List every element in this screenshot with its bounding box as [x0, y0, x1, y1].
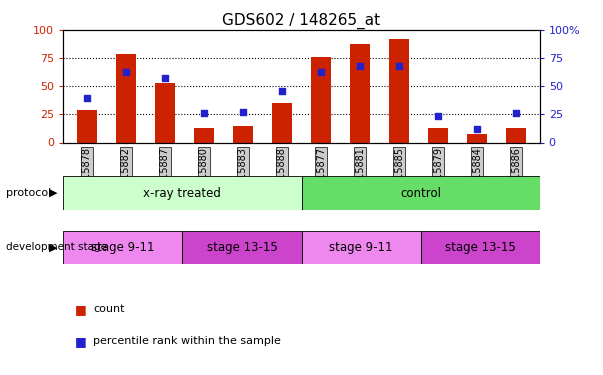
- Bar: [302, 176, 540, 210]
- Text: ■: ■: [75, 303, 87, 316]
- Point: [160, 75, 169, 81]
- Text: ▶: ▶: [49, 188, 57, 198]
- Point: [121, 69, 131, 75]
- Text: stage 13-15: stage 13-15: [445, 241, 516, 254]
- Text: ▶: ▶: [49, 243, 57, 252]
- Text: protocol: protocol: [6, 188, 51, 198]
- Point: [82, 94, 92, 100]
- Bar: [428, 128, 448, 142]
- Bar: [272, 103, 292, 142]
- Bar: [183, 231, 302, 264]
- Text: control: control: [400, 187, 441, 200]
- Text: stage 9-11: stage 9-11: [329, 241, 393, 254]
- Point: [394, 63, 404, 69]
- Bar: [77, 110, 96, 142]
- Bar: [390, 39, 409, 142]
- Point: [199, 110, 209, 116]
- Text: percentile rank within the sample: percentile rank within the sample: [93, 336, 282, 346]
- Bar: [155, 83, 175, 142]
- Text: development stage: development stage: [6, 243, 107, 252]
- Bar: [467, 134, 487, 142]
- Bar: [63, 231, 183, 264]
- Bar: [350, 44, 370, 142]
- Point: [316, 69, 326, 75]
- Bar: [233, 126, 253, 142]
- Bar: [194, 128, 213, 142]
- Text: stage 13-15: stage 13-15: [207, 241, 277, 254]
- Bar: [116, 54, 136, 142]
- Text: count: count: [93, 304, 125, 314]
- Title: GDS602 / 148265_at: GDS602 / 148265_at: [223, 12, 380, 28]
- Bar: [421, 231, 540, 264]
- Point: [277, 88, 287, 94]
- Point: [472, 126, 482, 132]
- Bar: [63, 176, 302, 210]
- Point: [355, 63, 365, 69]
- Point: [238, 109, 248, 115]
- Text: x-ray treated: x-ray treated: [144, 187, 221, 200]
- Point: [511, 110, 521, 116]
- Bar: [302, 231, 421, 264]
- Point: [434, 112, 443, 118]
- Text: stage 9-11: stage 9-11: [91, 241, 154, 254]
- Text: ■: ■: [75, 335, 87, 348]
- Bar: [507, 128, 526, 142]
- Bar: [311, 57, 331, 142]
